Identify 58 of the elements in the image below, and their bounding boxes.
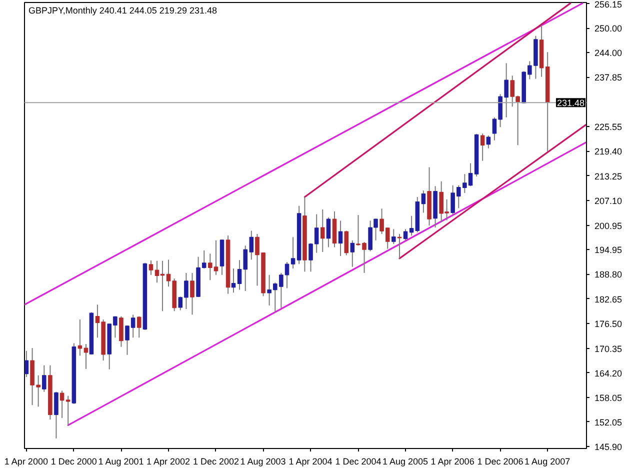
candlestick [421, 190, 426, 214]
candlestick [36, 374, 40, 408]
candlestick [326, 216, 331, 248]
candlestick [24, 350, 29, 378]
x-tick-label: 1 Apr 2002 [146, 456, 190, 466]
candlestick [290, 236, 296, 269]
y-tick-label: 170.35 [594, 344, 622, 354]
y-tick-label: 225.55 [594, 122, 622, 132]
candlestick [480, 132, 485, 162]
candlestick [350, 240, 355, 268]
y-tick-label: 158.05 [594, 393, 622, 404]
candlestick [148, 260, 154, 276]
candlestick [392, 228, 396, 244]
y-tick-label: 164.20 [594, 368, 622, 378]
y-tick-label: 188.80 [594, 270, 622, 280]
y-tick-label: 207.10 [594, 196, 622, 206]
candlestick [284, 262, 290, 289]
y-tick-label: 244.00 [594, 48, 622, 58]
x-tick-label: 1 Apr 2006 [430, 456, 474, 466]
x-tick-label: 1 Aug 2001 [98, 456, 144, 466]
candlestick [403, 228, 408, 241]
candlestick [66, 395, 70, 426]
x-tick-label: 1 Dec 2000 [50, 456, 97, 466]
candlestick [119, 316, 124, 348]
candlestick [486, 134, 491, 149]
x-tick-label: 1 Dec 2002 [192, 456, 240, 466]
candlestick [60, 390, 64, 418]
chart-title: GBPJPY,Monthly 240.41 244.05 219.29 231.48 [28, 6, 217, 16]
x-tick-label: 1 Dec 2004 [335, 456, 382, 466]
y-tick-label: 182.65 [594, 294, 622, 304]
candlestick [190, 272, 194, 316]
candlestick [338, 220, 343, 257]
x-tick-label: 1 Aug 2003 [240, 456, 286, 466]
x-tick-label: 1 Dec 2006 [477, 456, 524, 466]
candlestick [320, 208, 325, 253]
x-tick-label: 1 Apr 2000 [4, 456, 48, 466]
y-tick-label: 200.95 [594, 220, 622, 231]
y-tick-label: 194.95 [594, 244, 622, 255]
candlestick [136, 316, 142, 338]
ref-line-label: 231.48 [556, 98, 585, 108]
candlestick [397, 233, 402, 259]
y-tick-label: 152.05 [594, 417, 622, 428]
x-tick-label: 1 Aug 2007 [524, 456, 570, 466]
y-tick-label: 237.85 [594, 72, 622, 83]
candlestick [231, 268, 236, 294]
y-tick-label: 256.15 [594, 0, 622, 10]
y-tick-label: 213.25 [594, 171, 622, 182]
candlestick [84, 344, 88, 370]
y-tick-label: 250.00 [594, 24, 622, 34]
candlestick [54, 391, 58, 439]
x-tick-label: 1 Apr 2004 [288, 456, 332, 466]
x-tick-label: 1 Aug 2005 [382, 456, 428, 466]
y-tick-label: 219.40 [594, 146, 622, 157]
y-tick-label: 176.50 [594, 319, 622, 330]
y-tick-label: 145.90 [594, 442, 622, 452]
candlestick [78, 319, 82, 356]
candlestick [42, 364, 46, 392]
candlestick [344, 230, 348, 256]
